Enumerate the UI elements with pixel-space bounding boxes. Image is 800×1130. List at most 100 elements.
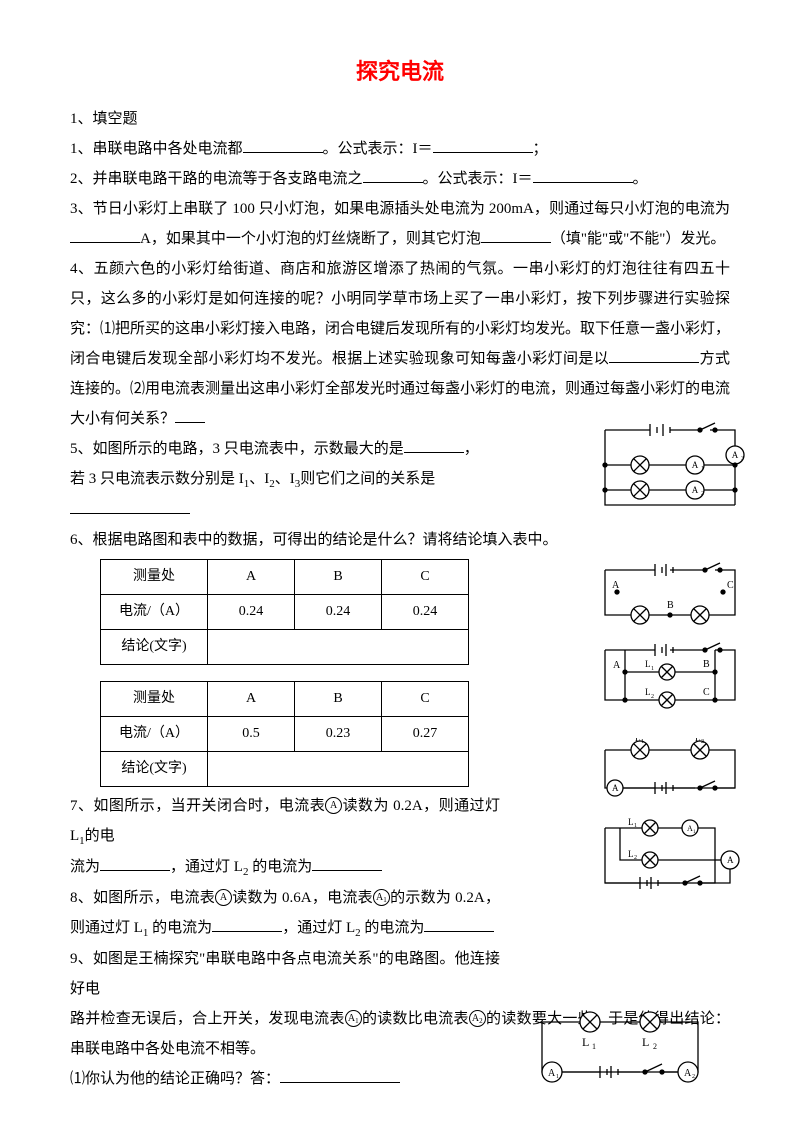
q7-text-a: 7、如图所示，当开关闭合时，电流表 (70, 798, 325, 814)
circuit-figure-q6b: A L1 B L2 C (595, 640, 745, 710)
blank (609, 347, 699, 363)
circuit-figure-q9: L1 L2 A1 A2 (530, 1010, 710, 1088)
q2-text-c: 。 (633, 171, 648, 187)
svg-text:L: L (645, 659, 651, 669)
question-7: 7、如图所示，当开关闭合时，电流表A读数为 0.2A，则通过灯 L1的电流为，通… (70, 791, 500, 883)
th: 测量处 (101, 682, 208, 717)
blank (433, 137, 533, 153)
q9-text-a: 9、如图是王楠探究"串联电路中各点电流关系"的电路图。他连接好电 (70, 951, 500, 997)
question-2: 2、并串联电路干路的电流等于各支路电流之 。公式表示：I＝ 。 (70, 164, 730, 194)
blank (533, 167, 633, 183)
blank (481, 227, 551, 243)
th: A (208, 682, 295, 717)
q5-text-e: 、I (275, 471, 295, 487)
q8-text-d: 的电流为 (148, 920, 212, 936)
table-row: 测量处 A B C (101, 560, 469, 595)
q1-text-c: ； (533, 141, 548, 157)
ammeter-icon: A1 (345, 1010, 362, 1027)
th: C (382, 682, 469, 717)
ammeter-icon: A2 (469, 1010, 486, 1027)
blank (363, 167, 423, 183)
td: 0.24 (295, 595, 382, 630)
question-9a: 9、如图是王楠探究"串联电路中各点电流关系"的电路图。他连接好电 (70, 944, 500, 1004)
blank (212, 916, 282, 932)
td-blank (208, 630, 469, 665)
svg-text:A: A (727, 855, 734, 865)
td: 电流/（A） (101, 717, 208, 752)
svg-text:2: 2 (692, 1074, 695, 1080)
svg-text:L: L (642, 1035, 649, 1049)
circuit-figure-q6a: A B C (595, 560, 745, 630)
svg-text:A: A (692, 485, 699, 495)
question-4: 4、五颜六色的小彩灯给街道、商店和旅游区增添了热闹的气氛。一串小彩灯的灯泡往往有… (70, 254, 730, 434)
q2-text-a: 2、并串联电路干路的电流等于各支路电流之 (70, 171, 363, 187)
svg-text:1: 1 (556, 1074, 559, 1080)
th: A (208, 560, 295, 595)
q1-text-a: 1、串联电路中各处电流都 (70, 141, 243, 157)
table-row: 测量处 A B C (101, 682, 469, 717)
q2-text-b: 。公式表示：I＝ (423, 171, 533, 187)
th: B (295, 560, 382, 595)
ammeter-icon: A1 (373, 889, 390, 906)
svg-text:1: 1 (634, 823, 637, 829)
svg-text:1: 1 (651, 666, 654, 672)
ammeter-icon: A (215, 889, 232, 906)
svg-text:2: 2 (653, 1042, 657, 1051)
q8-text-f: 的电流为 (361, 920, 425, 936)
svg-text:A: A (732, 450, 739, 460)
svg-text:1: 1 (592, 1042, 596, 1051)
q8-text-a: 8、如图所示，电流表 (70, 890, 215, 906)
q9-text-b: 路并检查无误后，合上开关，发现电流表 (70, 1011, 345, 1027)
q7-text-cc: 的电 (85, 828, 115, 844)
svg-text:C: C (703, 687, 710, 698)
q8-text-e: ，通过灯 L (282, 920, 355, 936)
q5-text-f: 则它们之间的关系是 (300, 471, 435, 487)
svg-text:L: L (628, 818, 634, 827)
question-1: 1、串联电路中各处电流都 。公式表示：I＝ ； (70, 134, 730, 164)
svg-text:3: 3 (741, 456, 744, 462)
table-row: 结论(文字) (101, 630, 469, 665)
section-header: 1、填空题 (70, 104, 730, 134)
svg-text:L: L (635, 738, 641, 743)
ammeter-icon: A (325, 797, 342, 814)
td: 电流/（A） (101, 595, 208, 630)
td: 0.23 (295, 717, 382, 752)
svg-text:L: L (628, 849, 634, 859)
q5-text-c: 若 3 只电流表示数分别是 I (70, 471, 244, 487)
question-6: 6、根据电路图和表中的数据，可得出的结论是什么？请将结论填入表中。 (70, 525, 730, 555)
svg-text:A: A (548, 1068, 556, 1079)
circuit-figure-q5: A3 A1 A2 (595, 420, 745, 515)
q5-text-a: 5、如图所示的电路，3 只电流表中，示数最大的是 (70, 441, 404, 457)
blank (100, 855, 170, 871)
data-table-2: 测量处 A B C 电流/（A） 0.5 0.23 0.27 结论(文字) (100, 681, 469, 787)
question-8: 8、如图所示，电流表A读数为 0.6A，电流表A1的示数为 0.2A，则通过灯 … (70, 883, 500, 944)
circuit-figure-q7: L1 L2 A (595, 738, 745, 800)
q9-text-c: 的读数比电流表 (362, 1011, 469, 1027)
svg-text:A: A (612, 783, 619, 793)
data-table-1: 测量处 A B C 电流/（A） 0.24 0.24 0.24 结论(文字) (100, 559, 469, 665)
td: 结论(文字) (101, 630, 208, 665)
blank (70, 498, 190, 514)
q1-text-b: 。公式表示：I＝ (323, 141, 433, 157)
svg-text:1: 1 (701, 466, 704, 472)
svg-text:2: 2 (634, 855, 637, 861)
th: B (295, 682, 382, 717)
td: 0.27 (382, 717, 469, 752)
td: 0.24 (208, 595, 295, 630)
svg-text:A: A (692, 460, 699, 470)
svg-text:1: 1 (641, 739, 644, 745)
page-title: 探究电流 (70, 50, 730, 94)
q7-text-c2: 流为 (70, 859, 100, 875)
q5-text-d: 、I (249, 471, 269, 487)
q3-text-a: 3、节日小彩灯上串联了 100 只小灯泡，如果电源插头处电流为 200mA，则通… (70, 201, 730, 217)
question-3: 3、节日小彩灯上串联了 100 只小灯泡，如果电源插头处电流为 200mA，则通… (70, 194, 730, 254)
svg-text:L: L (645, 687, 651, 697)
th: 测量处 (101, 560, 208, 595)
worksheet-page: 探究电流 1、填空题 1、串联电路中各处电流都。公式表示：I＝； 2、并串联电路… (0, 0, 800, 1130)
svg-text:C: C (727, 580, 734, 591)
q9-text-e: ⑴你认为他的结论正确吗？答： (70, 1071, 280, 1087)
svg-text:A: A (684, 1068, 692, 1079)
td: 结论(文字) (101, 752, 208, 787)
blank (280, 1067, 400, 1083)
q3-text-c: （填"能"或"不能"）发光。 (551, 231, 726, 247)
